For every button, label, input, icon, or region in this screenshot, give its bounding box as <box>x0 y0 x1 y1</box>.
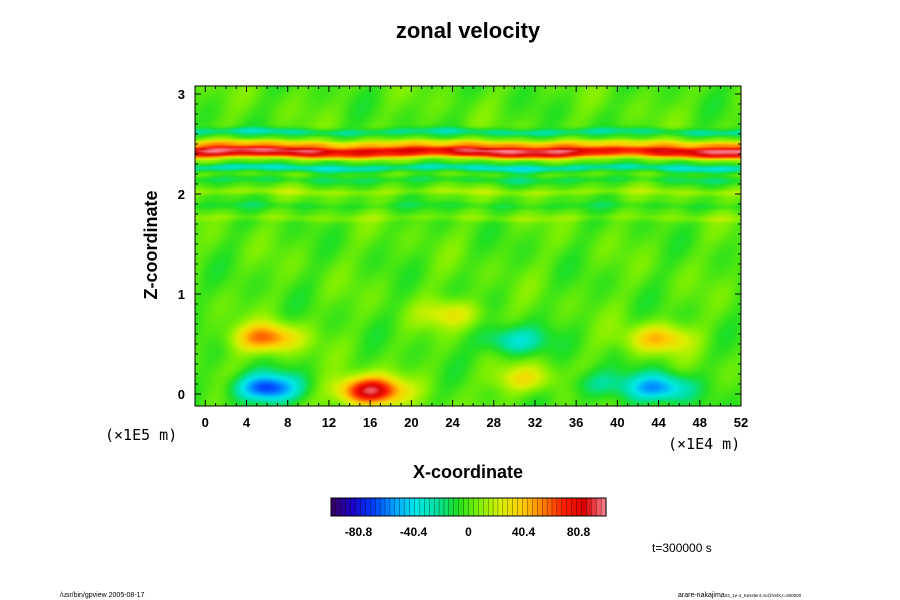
y-tick-label: 3 <box>178 87 185 102</box>
colorbar-cell <box>424 497 430 517</box>
colorbar-cell <box>448 497 455 517</box>
colorbar-cell <box>370 497 376 517</box>
time-label: t=300000 s <box>652 541 712 555</box>
colorbar-label: 0 <box>465 525 472 539</box>
footer-right-sub: 03_1e-4_Kessler4.nc@VelX,t=300000 <box>725 593 802 598</box>
x-tick-label: 16 <box>363 415 377 430</box>
x-tick-label: 20 <box>404 415 418 430</box>
x-tick-label: 28 <box>487 415 501 430</box>
chart-title: zonal velocity <box>396 18 541 43</box>
footer-left: /usr/bin/gpview 2005-08-17 <box>60 592 145 599</box>
colorbar-cell <box>399 497 406 517</box>
colorbar-cell <box>586 497 592 517</box>
colorbar-cell <box>502 497 509 517</box>
colorbar-cell <box>453 497 460 517</box>
colorbar-cell <box>355 497 362 517</box>
colorbar-cell <box>517 497 524 517</box>
colorbar-cell <box>537 497 543 517</box>
colorbar-cell <box>581 497 587 517</box>
colorbar-cell <box>591 497 597 517</box>
colorbar-cell <box>507 497 514 517</box>
colorbar-cell <box>571 497 578 517</box>
colorbar-cell <box>335 497 342 517</box>
y-axis-ticks: 0 1 2 3 <box>178 87 741 402</box>
x-tick-label: 4 <box>243 415 251 430</box>
colorbar-cell <box>345 497 352 517</box>
colorbar-cell <box>330 497 337 517</box>
x-tick-label: 52 <box>734 415 748 430</box>
colorbar-cell <box>443 497 450 517</box>
x-tick-label: 24 <box>445 415 460 430</box>
colorbar-cell <box>394 497 401 517</box>
colorbar-frame <box>330 497 607 517</box>
colorbar-label: 80.8 <box>567 525 591 539</box>
colorbar-cell <box>433 497 440 517</box>
x-tick-label: 40 <box>610 415 624 430</box>
colorbar-cell <box>340 497 347 517</box>
x-scale-label: (×1E4 m) <box>668 435 740 453</box>
colorbar-cell <box>487 497 494 517</box>
y-tick-label: 0 <box>178 387 185 402</box>
y-axis-label: Z-coordinate <box>141 190 161 299</box>
footer-right: arare-nakajima03_1e-4_Kessler4.nc@VelX,t… <box>678 592 802 599</box>
colorbar-cell <box>429 497 435 517</box>
footer-right-main: arare-nakajima <box>678 592 725 599</box>
colorbar-cell <box>497 497 504 517</box>
colorbar-label: -40.4 <box>400 525 428 539</box>
colorbar-cell <box>561 497 568 517</box>
colorbar-cell <box>566 497 573 517</box>
colorbar-cell <box>478 497 484 517</box>
colorbar-cell <box>576 497 582 517</box>
colorbar-cell <box>350 497 357 517</box>
colorbar-cell <box>492 497 499 517</box>
colorbar-cell <box>468 497 474 517</box>
colorbar-cell <box>438 497 445 517</box>
colorbar-cell <box>379 497 386 517</box>
colorbar-cell <box>522 497 528 517</box>
colorbar-cell <box>389 497 396 517</box>
y-scale-label: (×1E5 m) <box>105 426 177 444</box>
x-tick-label: 44 <box>651 415 666 430</box>
x-axis-ticks: 0 4 8 12 16 20 24 28 32 36 40 44 48 52 <box>202 86 748 430</box>
colorbar-cell <box>527 497 533 517</box>
x-tick-label: 8 <box>284 415 291 430</box>
colorbar: -80.8 -40.4 0 40.4 80.8 <box>330 497 607 539</box>
plot-area <box>194 85 742 407</box>
colorbar-cell <box>532 497 538 517</box>
x-axis-label: X-coordinate <box>413 462 523 482</box>
colorbar-cell <box>463 497 470 517</box>
colorbar-cell <box>546 497 553 517</box>
zonal-velocity-field <box>195 86 741 406</box>
y-tick-label: 1 <box>178 287 185 302</box>
colorbar-cell <box>404 497 411 517</box>
colorbar-cell <box>512 497 519 517</box>
colorbar-cell <box>414 497 420 517</box>
x-tick-label: 48 <box>693 415 707 430</box>
colorbar-cell <box>551 497 558 517</box>
colorbar-cell <box>483 497 489 517</box>
colorbar-cell <box>409 497 416 517</box>
colorbar-cell <box>419 497 425 517</box>
colorbar-cell <box>375 497 381 517</box>
colorbar-cell <box>458 497 465 517</box>
colorbar-cell <box>360 497 366 517</box>
colorbar-label: -80.8 <box>345 525 373 539</box>
colorbar-cell <box>596 497 602 517</box>
colorbar-cell <box>556 497 563 517</box>
x-tick-label: 0 <box>202 415 209 430</box>
x-tick-label: 36 <box>569 415 583 430</box>
colorbar-label: 40.4 <box>512 525 536 539</box>
y-tick-label: 2 <box>178 187 185 202</box>
x-tick-label: 32 <box>528 415 542 430</box>
colorbar-cell <box>384 497 391 517</box>
x-tick-label: 12 <box>322 415 336 430</box>
colorbar-cell <box>473 497 479 517</box>
colorbar-cell <box>542 497 548 517</box>
colorbar-cell <box>365 497 371 517</box>
plot-frame <box>194 85 742 407</box>
